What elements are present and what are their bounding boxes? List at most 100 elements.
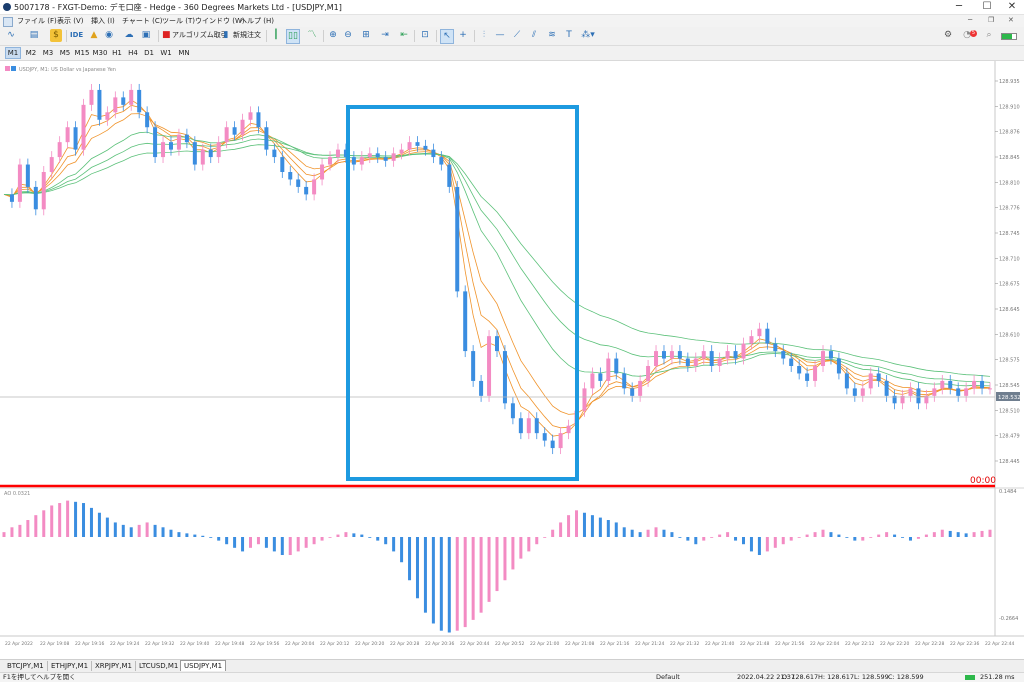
profiles-icon[interactable]: ▤ bbox=[29, 30, 39, 40]
timeframe-h1[interactable]: H1 bbox=[112, 49, 122, 57]
menu-tools[interactable]: ツール (T) bbox=[162, 17, 195, 25]
candle bbox=[495, 336, 499, 352]
time-tick: 22 Apr 20:36 bbox=[425, 641, 454, 647]
maximize-button[interactable]: ☐ bbox=[982, 1, 992, 12]
lock-icon[interactable]: ▲ bbox=[90, 30, 98, 40]
vertical-line-icon[interactable]: ⫶ bbox=[482, 30, 486, 40]
ao-bar bbox=[773, 537, 777, 548]
child-restore-button[interactable]: ❐ bbox=[988, 16, 995, 24]
timeframe-m1[interactable]: M1 bbox=[5, 47, 21, 59]
shapes-icon[interactable]: ⁂▾ bbox=[581, 30, 595, 40]
menu-help[interactable]: ヘルプ (H) bbox=[240, 17, 274, 25]
community-icon[interactable]: ⚙ bbox=[943, 30, 953, 40]
chart-shift-icon[interactable]: ⇤ bbox=[400, 30, 408, 40]
fibonacci-icon[interactable]: ≋ bbox=[548, 30, 556, 40]
time-tick: 22 Apr 20:12 bbox=[320, 641, 349, 647]
ao-bar bbox=[543, 537, 547, 538]
zoom-in-icon[interactable]: ⊕ bbox=[329, 30, 337, 40]
price-chart[interactable]: USDJPY, M1: US Dollar vs Japanese Yen 12… bbox=[0, 61, 1024, 659]
tile-windows-icon[interactable]: ⊞ bbox=[362, 30, 370, 40]
candle bbox=[606, 358, 611, 381]
child-close-button[interactable]: ✕ bbox=[1008, 16, 1014, 24]
line-chart-icon[interactable]: 〽 bbox=[307, 30, 317, 40]
timeframe-m15[interactable]: M15 bbox=[74, 49, 90, 57]
candle bbox=[956, 388, 961, 396]
timeframe-m3[interactable]: M3 bbox=[42, 49, 54, 57]
timeframe-m5[interactable]: M5 bbox=[59, 49, 71, 57]
profile-name: Default bbox=[656, 673, 680, 681]
chart-type-icon[interactable]: ∿ bbox=[7, 30, 15, 40]
ao-bar bbox=[217, 537, 221, 541]
ao-bar bbox=[487, 537, 491, 602]
tab-ethjpy[interactable]: ETHJPY,M1 bbox=[48, 661, 93, 671]
notifications-icon[interactable]: ◔ bbox=[963, 30, 971, 40]
candle bbox=[797, 366, 802, 374]
search-icon[interactable]: ⌕ bbox=[986, 30, 992, 40]
vps-icon[interactable]: ▣ bbox=[141, 30, 151, 40]
minimize-button[interactable]: ─ bbox=[955, 1, 963, 12]
timeframe-mn[interactable]: MN bbox=[178, 49, 190, 57]
signal-icon[interactable]: ◉ bbox=[105, 30, 113, 40]
zoom-out-icon[interactable]: ⊖ bbox=[344, 30, 352, 40]
close-button[interactable]: ✕ bbox=[1007, 1, 1017, 12]
cloud-icon[interactable]: ☁ bbox=[124, 30, 134, 40]
cursor-icon[interactable]: ↖ bbox=[440, 29, 454, 44]
menu-insert[interactable]: 挿入 (I) bbox=[91, 17, 115, 25]
candle bbox=[97, 89, 102, 120]
candle bbox=[184, 134, 189, 143]
ao-bar bbox=[614, 522, 618, 537]
market-watch-icon[interactable]: $ bbox=[50, 29, 62, 42]
price-tick: 128.935 bbox=[999, 79, 1020, 85]
ao-bar bbox=[853, 537, 857, 541]
tab-usdjpy[interactable]: USDJPY,M1 bbox=[180, 660, 227, 671]
ao-bar bbox=[392, 537, 396, 552]
tab-btcjpy[interactable]: BTCJPY,M1 bbox=[4, 661, 48, 671]
candle bbox=[884, 380, 889, 396]
symbol-label: USDJPY, M1: US Dollar vs Japanese Yen bbox=[19, 67, 116, 73]
timeframe-m2[interactable]: M2 bbox=[25, 49, 37, 57]
candle bbox=[447, 164, 452, 187]
text-tool-icon[interactable]: T bbox=[566, 30, 572, 40]
candle bbox=[375, 153, 380, 158]
channel-icon[interactable]: ⫽ bbox=[531, 30, 536, 40]
candle bbox=[129, 89, 134, 105]
chart-window-icon[interactable] bbox=[3, 17, 13, 27]
timeframe-m30[interactable]: M30 bbox=[92, 49, 108, 57]
candle bbox=[137, 89, 142, 113]
autoscroll-icon[interactable]: ⇥ bbox=[381, 30, 389, 40]
tab-ltcusd[interactable]: LTCUSD,M1 bbox=[136, 661, 183, 671]
indicators-icon[interactable]: ⊡ bbox=[421, 30, 429, 40]
candle bbox=[176, 134, 181, 150]
crosshair-icon[interactable]: + bbox=[459, 30, 467, 40]
tab-xrpjpy[interactable]: XRPJPY,M1 bbox=[92, 661, 137, 671]
menu-view[interactable]: 表示 (V) bbox=[57, 17, 84, 25]
timeframe-w1[interactable]: W1 bbox=[160, 49, 172, 57]
ao-bar bbox=[400, 537, 404, 563]
candle bbox=[852, 388, 857, 396]
candle bbox=[455, 186, 460, 292]
timeframe-d1[interactable]: D1 bbox=[144, 49, 154, 57]
ao-bar bbox=[916, 537, 920, 539]
candle bbox=[821, 351, 826, 366]
ide-button[interactable]: IDE bbox=[70, 31, 84, 39]
candle bbox=[343, 149, 348, 158]
ao-bar bbox=[113, 522, 117, 537]
algo-trading-button[interactable]: アルゴリズム取引 bbox=[172, 31, 228, 39]
candle bbox=[550, 440, 555, 449]
candle bbox=[320, 164, 325, 180]
child-minimize-button[interactable]: ─ bbox=[968, 16, 973, 24]
menu-chart[interactable]: チャート (C) bbox=[122, 17, 163, 25]
new-order-button[interactable]: 新規注文 bbox=[233, 31, 261, 39]
horizontal-line-icon[interactable]: — bbox=[495, 30, 505, 40]
candle bbox=[248, 112, 253, 120]
timeframe-h4[interactable]: H4 bbox=[128, 49, 138, 57]
bar-chart-icon[interactable]: ┃ bbox=[273, 30, 279, 40]
time-tick: 22 Apr 19:32 bbox=[145, 641, 174, 647]
candle bbox=[359, 157, 364, 165]
trendline-icon[interactable]: ⟋ bbox=[513, 30, 521, 40]
candlestick-icon[interactable]: ▯▯ bbox=[286, 29, 300, 44]
menu-window[interactable]: ウインドウ (W) bbox=[195, 17, 245, 25]
ao-bar bbox=[678, 537, 682, 538]
menu-file[interactable]: ファイル (F) bbox=[17, 17, 57, 25]
price-tick: 128.810 bbox=[999, 180, 1020, 186]
